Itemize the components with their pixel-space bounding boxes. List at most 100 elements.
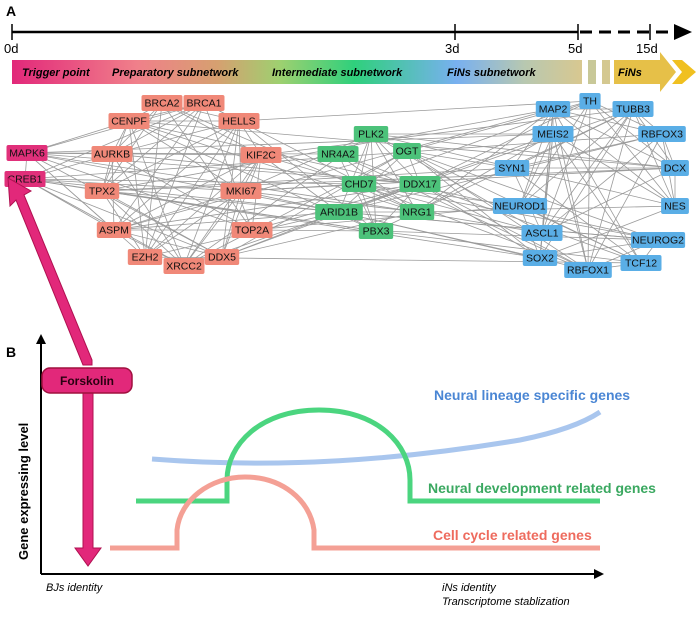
- network-edge: [101, 190, 185, 267]
- network-edge: [338, 133, 554, 213]
- network-edge: [111, 153, 185, 267]
- stage-segment-2: [602, 60, 610, 84]
- network-edge: [337, 153, 418, 213]
- gene-label: TH: [583, 96, 597, 108]
- network-edge: [406, 150, 541, 259]
- gene-node-box: [204, 249, 240, 265]
- panel-b-label: B: [6, 344, 16, 360]
- gene-node-mapk6: MAPK6: [6, 145, 48, 161]
- gene-node-syn1: SYN1: [494, 160, 530, 176]
- network-edge: [111, 153, 253, 231]
- x-end-label-line2: Transcriptome stablization: [442, 596, 570, 608]
- gene-node-neurog2: NEUROG2: [630, 232, 686, 248]
- gene-label: OGT: [396, 146, 419, 158]
- gene-node-box: [399, 204, 435, 220]
- gene-node-box: [535, 101, 571, 117]
- gene-node-box: [399, 176, 441, 192]
- curve-neural-development: [136, 407, 600, 504]
- gene-label: ASPM: [99, 225, 129, 237]
- gene-node-box: [84, 183, 120, 199]
- network-edge: [240, 167, 676, 192]
- gene-node-box: [141, 95, 183, 111]
- network-edge: [539, 205, 676, 259]
- stage-bar: Trigger point Preparatory subnetwork Int…: [12, 52, 696, 92]
- network-edge: [416, 133, 554, 213]
- network-edge: [113, 211, 340, 231]
- gene-node-xrcc2: XRCC2: [163, 258, 205, 274]
- network-edge: [552, 133, 642, 264]
- gene-node-box: [240, 147, 282, 163]
- gene-node-box: [564, 262, 612, 278]
- network-edge: [24, 178, 223, 258]
- gene-label: NEUROD1: [494, 201, 546, 213]
- gene-node-rbfox1: RBFOX1: [564, 262, 612, 278]
- fins-stage-arrow-tip: [672, 60, 696, 84]
- network-edge: [552, 133, 676, 207]
- network-edge: [419, 183, 642, 264]
- gene-label: CENPF: [111, 116, 147, 128]
- x-start-label: BJs identity: [46, 582, 104, 594]
- gene-node-box: [163, 258, 205, 274]
- gene-label: MAP2: [539, 104, 568, 116]
- gene-node-box: [353, 126, 389, 142]
- network-edge: [221, 154, 262, 258]
- network-edge: [26, 152, 418, 213]
- gene-label: TOP2A: [235, 225, 269, 237]
- fins-stage-arrow: [614, 52, 676, 92]
- network-edge: [113, 108, 554, 231]
- network-edge: [519, 108, 634, 207]
- network-edge: [128, 120, 185, 267]
- network-edge: [26, 152, 340, 213]
- gene-node-ezh2: EZH2: [127, 249, 163, 265]
- network-edge: [128, 120, 242, 192]
- timeline-axis: 0d 3d 5d 15d: [4, 24, 692, 56]
- network-edge: [221, 211, 418, 258]
- gene-node-box: [630, 232, 686, 248]
- curve-cell-cycle: [110, 474, 600, 551]
- network-edge: [416, 108, 554, 213]
- network-edge: [406, 150, 513, 169]
- gene-label: BRCA2: [144, 98, 179, 110]
- gene-label: MEIS2: [537, 129, 569, 141]
- gene-node-ascl1: ASCL1: [521, 225, 563, 241]
- stage-trigger-point: Trigger point: [22, 67, 91, 79]
- network-edge: [161, 102, 262, 156]
- gene-node-chd7: CHD7: [341, 176, 377, 192]
- network-edge: [221, 150, 408, 258]
- gene-label: TPX2: [89, 186, 115, 198]
- gene-node-nes: NES: [661, 198, 689, 214]
- network-edge: [128, 120, 418, 213]
- network-edge: [144, 102, 163, 258]
- stage-fins-subnetwork: FiNs subnetwork: [447, 67, 537, 79]
- network-edge: [24, 178, 340, 213]
- gene-label: ASCL1: [525, 228, 558, 240]
- network-edge: [587, 133, 663, 271]
- network-edge: [632, 108, 676, 207]
- gene-node-nrg1: NRG1: [399, 204, 435, 220]
- gene-node-th: TH: [579, 93, 601, 109]
- network-edge: [144, 120, 240, 258]
- network-edge: [221, 183, 421, 258]
- gene-label: KIF2C: [246, 150, 276, 162]
- tick-label-15d: 15d: [636, 41, 658, 56]
- forskolin-label: Forskolin: [60, 374, 114, 388]
- network-edge: [338, 133, 372, 213]
- network-edge: [128, 120, 659, 241]
- gene-node-box: [220, 183, 262, 199]
- panel-a-label: A: [6, 3, 16, 19]
- network-edge: [101, 120, 240, 192]
- timeline-arrowhead: [674, 24, 692, 40]
- gene-node-box: [579, 93, 601, 109]
- gene-node-box: [108, 113, 150, 129]
- tick-label-0d: 0d: [4, 41, 18, 56]
- gene-label: NEUROG2: [632, 235, 684, 247]
- gene-node-dcx: DCX: [661, 160, 689, 176]
- network-edge: [113, 190, 242, 231]
- axes: [36, 334, 604, 579]
- network-edge: [26, 152, 146, 258]
- network-edge: [26, 152, 253, 231]
- gene-label: TUBB3: [616, 104, 650, 116]
- gene-node-box: [612, 101, 654, 117]
- gene-node-tpx2: TPX2: [84, 183, 120, 199]
- network-edge: [251, 205, 521, 231]
